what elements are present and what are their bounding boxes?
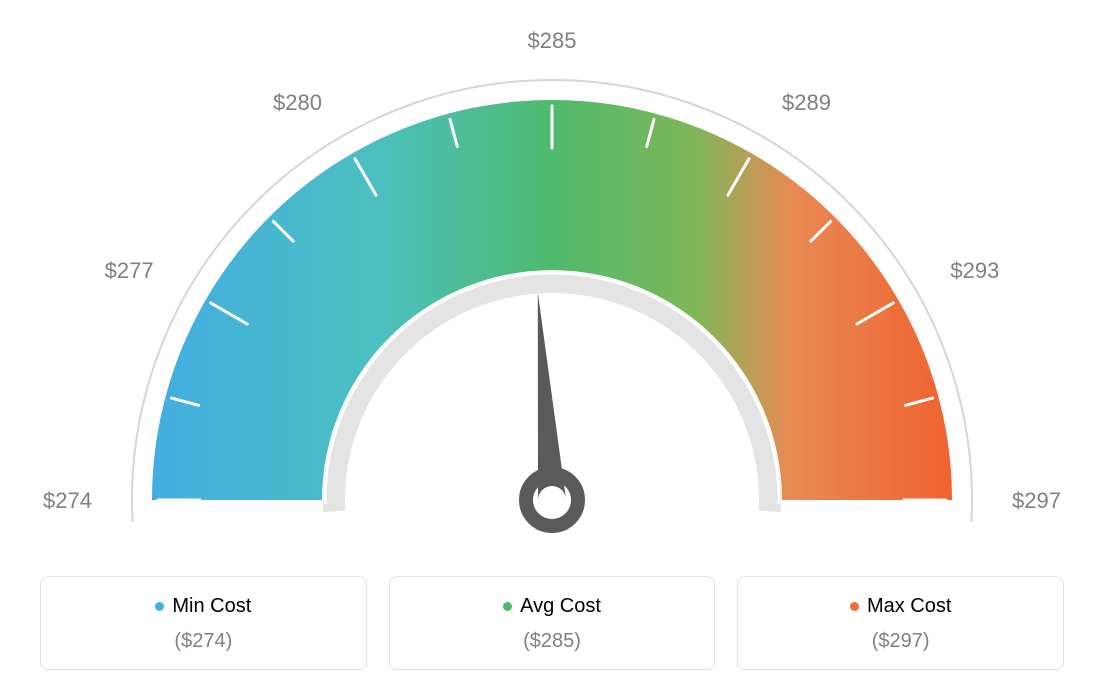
legend-value-min: ($274) — [51, 630, 356, 653]
gauge-tick-label: $285 — [522, 28, 582, 54]
legend-value-avg: ($285) — [400, 630, 705, 653]
gauge-tick-label: $293 — [950, 258, 999, 284]
max-dot-icon — [850, 602, 859, 611]
legend-title-max: Max Cost — [748, 595, 1053, 618]
chart-wrapper: $274 $277 $280 $285 $289 $293 $297 Min Cost ($… — [0, 0, 1104, 690]
legend-label-avg: Avg Cost — [520, 595, 601, 618]
legend-label-max: Max Cost — [867, 595, 951, 618]
gauge-tick-label: $280 — [262, 90, 322, 116]
legend-label-min: Min Cost — [172, 595, 251, 618]
gauge-svg — [102, 40, 1002, 560]
gauge-tick-label: $277 — [94, 258, 154, 284]
legend-row: Min Cost ($274) Avg Cost ($285) Max Cost… — [40, 576, 1064, 670]
legend-title-avg: Avg Cost — [400, 595, 705, 618]
min-dot-icon — [155, 602, 164, 611]
avg-dot-icon — [503, 602, 512, 611]
gauge-container: $274 $277 $280 $285 $289 $293 $297 — [0, 0, 1104, 560]
legend-title-min: Min Cost — [51, 595, 356, 618]
legend-card-max: Max Cost ($297) — [737, 576, 1064, 670]
gauge-tick-label: $297 — [1012, 488, 1061, 514]
legend-card-avg: Avg Cost ($285) — [389, 576, 716, 670]
gauge-tick-label: $274 — [32, 488, 92, 514]
gauge-tick-label: $289 — [782, 90, 831, 116]
legend-value-max: ($297) — [748, 630, 1053, 653]
legend-card-min: Min Cost ($274) — [40, 576, 367, 670]
